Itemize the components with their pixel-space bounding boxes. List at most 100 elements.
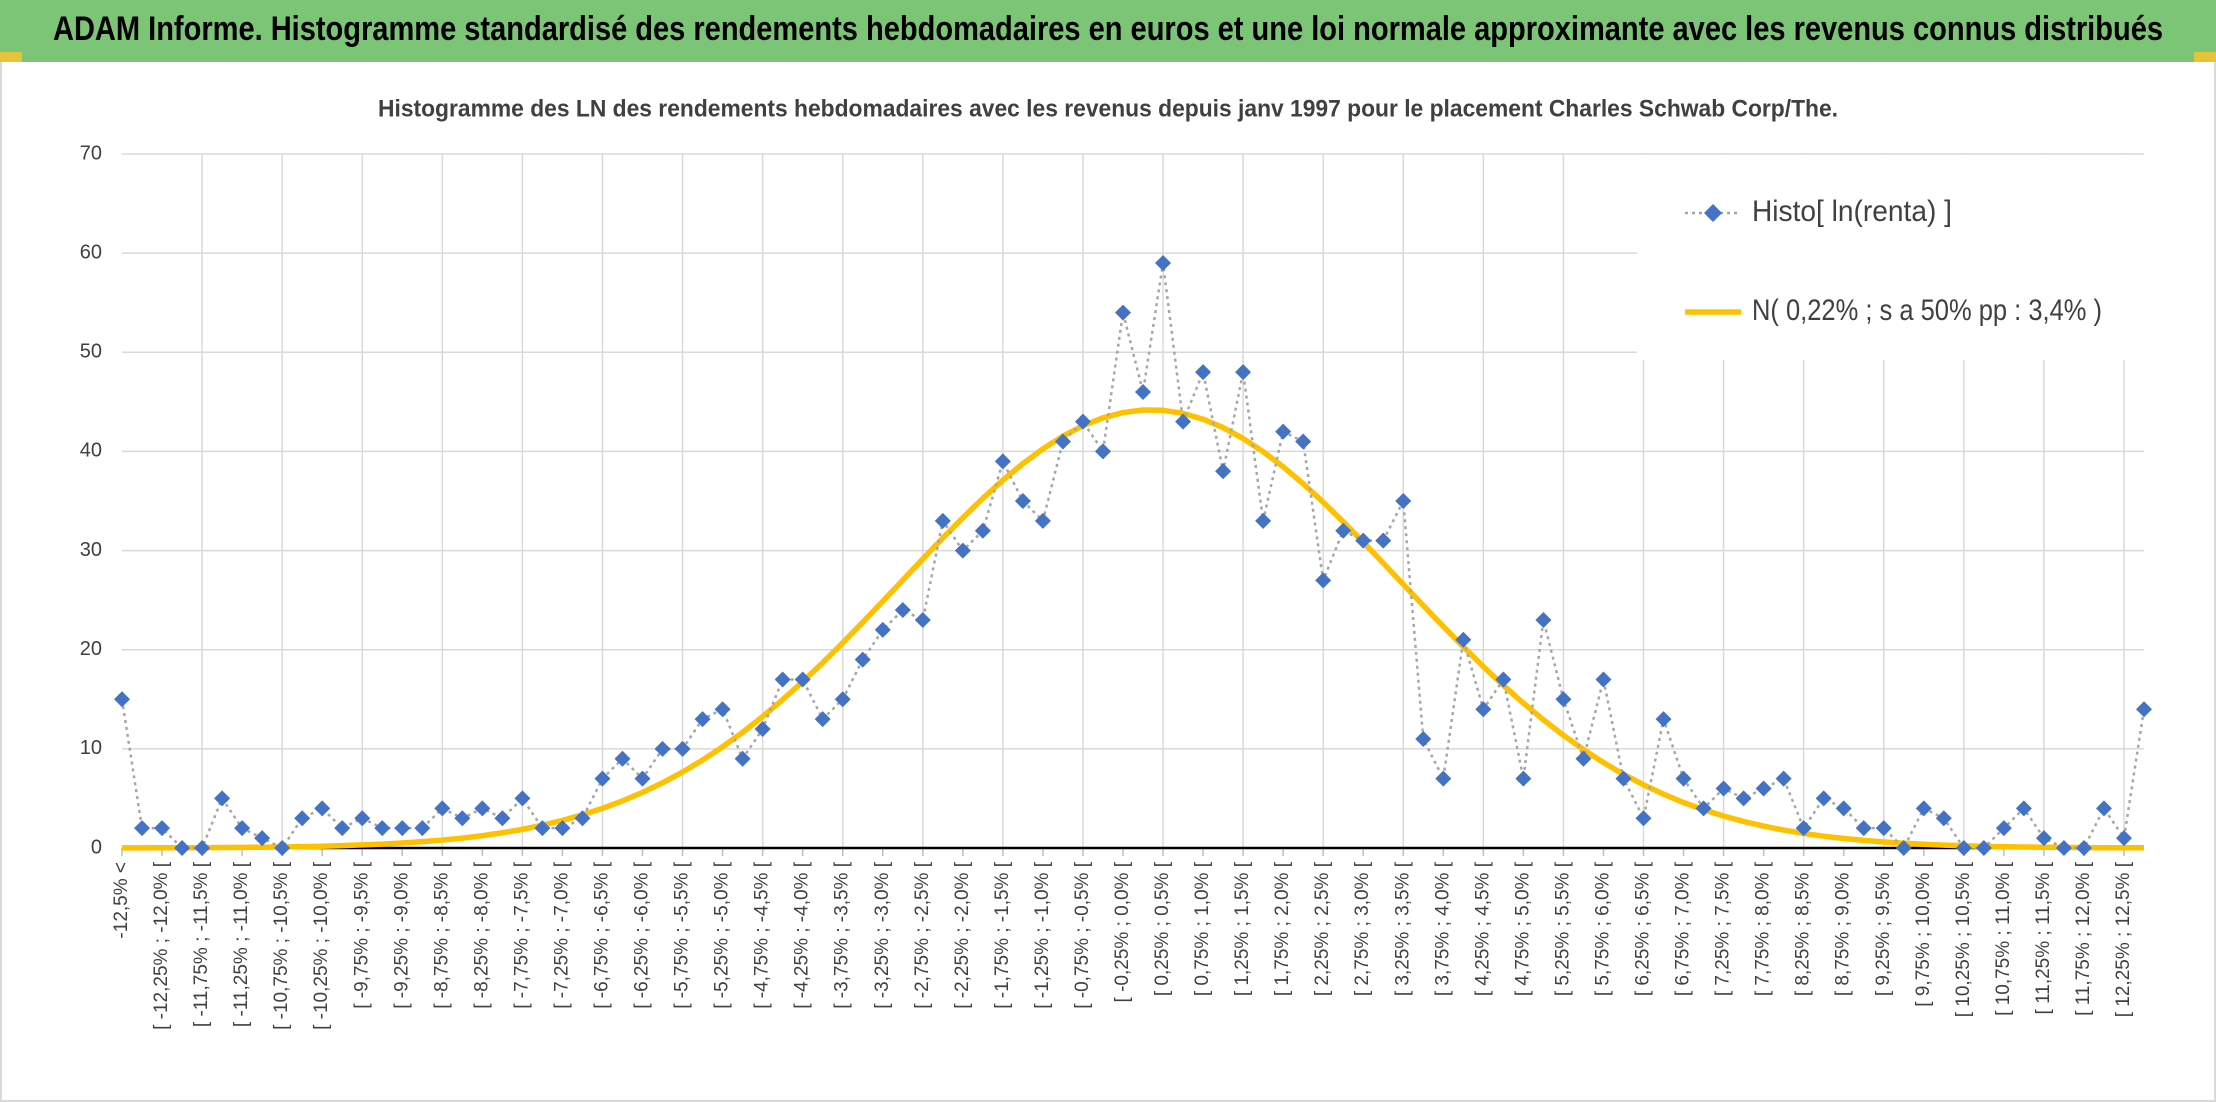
- data-point: [1235, 364, 1252, 381]
- x-tick-label: [ -1,25% ; -1,0% [: [1032, 861, 1053, 1009]
- x-tick-label: [ 2,25% ; 2,5% [: [1312, 861, 1333, 996]
- data-point: [254, 830, 271, 847]
- x-tick-label: [ 4,75% ; 5,0% [: [1512, 861, 1533, 996]
- data-point: [1535, 611, 1552, 628]
- x-tick-label: [ 3,75% ; 4,0% [: [1432, 861, 1453, 996]
- data-point: [2015, 800, 2032, 817]
- data-point: [994, 453, 1011, 470]
- x-tick-label: [ 3,25% ; 3,5% [: [1392, 861, 1413, 996]
- data-point: [1255, 512, 1272, 529]
- x-tick-label: [ -1,75% ; -1,5% [: [992, 861, 1013, 1009]
- x-tick-label: [ 2,75% ; 3,0% [: [1352, 861, 1373, 996]
- x-tick-label: [ -0,25% ; 0,0% [: [1112, 861, 1133, 1002]
- data-point: [2115, 830, 2132, 847]
- data-point: [1615, 770, 1632, 787]
- x-tick-label: [ -7,25% ; -7,0% [: [551, 861, 572, 1009]
- x-tick-label: [ 7,75% ; 8,0% [: [1753, 861, 1774, 996]
- data-point: [514, 790, 531, 807]
- x-tick-label: [ -9,75% ; -9,5% [: [351, 861, 372, 1009]
- data-point: [174, 840, 191, 856]
- chart-title: Histogramme des LN des rendements hebdom…: [378, 95, 1838, 122]
- legend-label: Histo[ ln(renta) ]: [1752, 195, 1952, 228]
- x-tick-label: [ -3,75% ; -3,5% [: [832, 861, 853, 1009]
- x-tick-label: [ 6,25% ; 6,5% [: [1633, 861, 1654, 996]
- series-line: [120, 262, 2146, 851]
- data-point: [1195, 364, 1212, 381]
- x-tick-label: [ -7,75% ; -7,5% [: [511, 861, 532, 1009]
- x-tick-label: [ 8,25% ; 8,5% [: [1793, 861, 1814, 996]
- data-point: [694, 711, 711, 728]
- y-tick-label: 0: [91, 836, 102, 858]
- x-tick-label: [ 1,75% ; 2,0% [: [1272, 861, 1293, 996]
- y-tick-label: 50: [80, 341, 102, 363]
- data-point: [1495, 671, 1512, 688]
- x-tick-label: [ -10,25% ; -10,0% [: [311, 861, 332, 1030]
- x-tick-label: [ 11,25% ; 11,5% [: [2033, 861, 2054, 1014]
- grid: 0 10 20 30 40 50 60 70 -12,5% < [ -12,25% ; -12,0…: [80, 142, 2144, 1030]
- x-tick-label: [ -11,25% ; -11,0% [: [231, 861, 252, 1027]
- data-point: [294, 810, 311, 827]
- data-point: [374, 820, 391, 837]
- data-point: [1135, 383, 1152, 400]
- data-point: [234, 820, 251, 837]
- x-tick-label: [ -10,75% ; -10,5% [: [271, 861, 292, 1030]
- data-point: [414, 820, 431, 837]
- plot: [114, 255, 2152, 856]
- data-point: [1175, 413, 1192, 430]
- data-point: [1795, 820, 1812, 837]
- data-point: [1595, 671, 1612, 688]
- data-point: [434, 800, 451, 817]
- x-tick-label: [ 5,75% ; 6,0% [: [1592, 861, 1613, 996]
- data-point: [494, 810, 511, 827]
- data-point: [574, 810, 591, 827]
- data-point: [1114, 304, 1131, 321]
- data-point: [154, 820, 171, 837]
- data-point: [1014, 493, 1031, 509]
- y-tick-label: 70: [80, 142, 102, 164]
- data-point: [1915, 800, 1932, 817]
- data-point: [1475, 701, 1492, 718]
- data-point: [1955, 840, 1972, 856]
- data-point: [1054, 433, 1071, 450]
- x-tick-label: [ -6,25% ; -6,0% [: [632, 861, 653, 1009]
- x-tick-label: [ 4,25% ; 4,5% [: [1472, 861, 1493, 996]
- data-point: [614, 750, 631, 767]
- data-point: [1455, 631, 1472, 648]
- data-point: [1715, 780, 1732, 797]
- data-point: [1315, 572, 1332, 589]
- data-point: [194, 840, 211, 856]
- x-tick-label: [ 6,75% ; 7,0% [: [1673, 861, 1694, 996]
- data-point: [1335, 522, 1352, 539]
- data-point: [794, 671, 811, 688]
- data-point: [1855, 820, 1872, 837]
- data-point: [2035, 830, 2052, 847]
- data-point: [114, 691, 130, 708]
- x-tick-label: [ 5,25% ; 5,5% [: [1552, 861, 1573, 996]
- x-tick-label: [ -5,75% ; -5,5% [: [672, 861, 693, 1009]
- y-tick-label: 10: [80, 737, 102, 759]
- legend: Histo[ ln(renta) ] N( 0,22% ; s a 50% pp …: [1637, 155, 2148, 360]
- data-point: [754, 721, 771, 738]
- data-point: [1515, 770, 1532, 787]
- data-point: [1675, 770, 1692, 787]
- data-point: [894, 602, 911, 619]
- y-tick-label: 20: [80, 638, 102, 660]
- data-point: [394, 820, 411, 837]
- x-tick-label: -12,5% <: [111, 862, 132, 939]
- data-point: [134, 820, 151, 837]
- data-point: [1655, 711, 1672, 728]
- x-tick-label: [ -8,25% ; -8,0% [: [471, 861, 492, 1009]
- x-tick-label: [ 11,75% ; 12,0% [: [2073, 861, 2094, 1016]
- y-tick-label: 40: [80, 440, 102, 462]
- data-point: [954, 542, 971, 559]
- data-point: [674, 740, 691, 757]
- data-point: [814, 711, 831, 728]
- data-point: [1835, 800, 1852, 817]
- x-tick-label: [ 8,75% ; 9,0% [: [1833, 861, 1854, 996]
- data-point: [1975, 840, 1992, 856]
- data-point: [354, 810, 371, 827]
- data-point: [1034, 512, 1051, 529]
- x-tick-label: [ 12,25% ; 12,5% [: [2113, 861, 2134, 1017]
